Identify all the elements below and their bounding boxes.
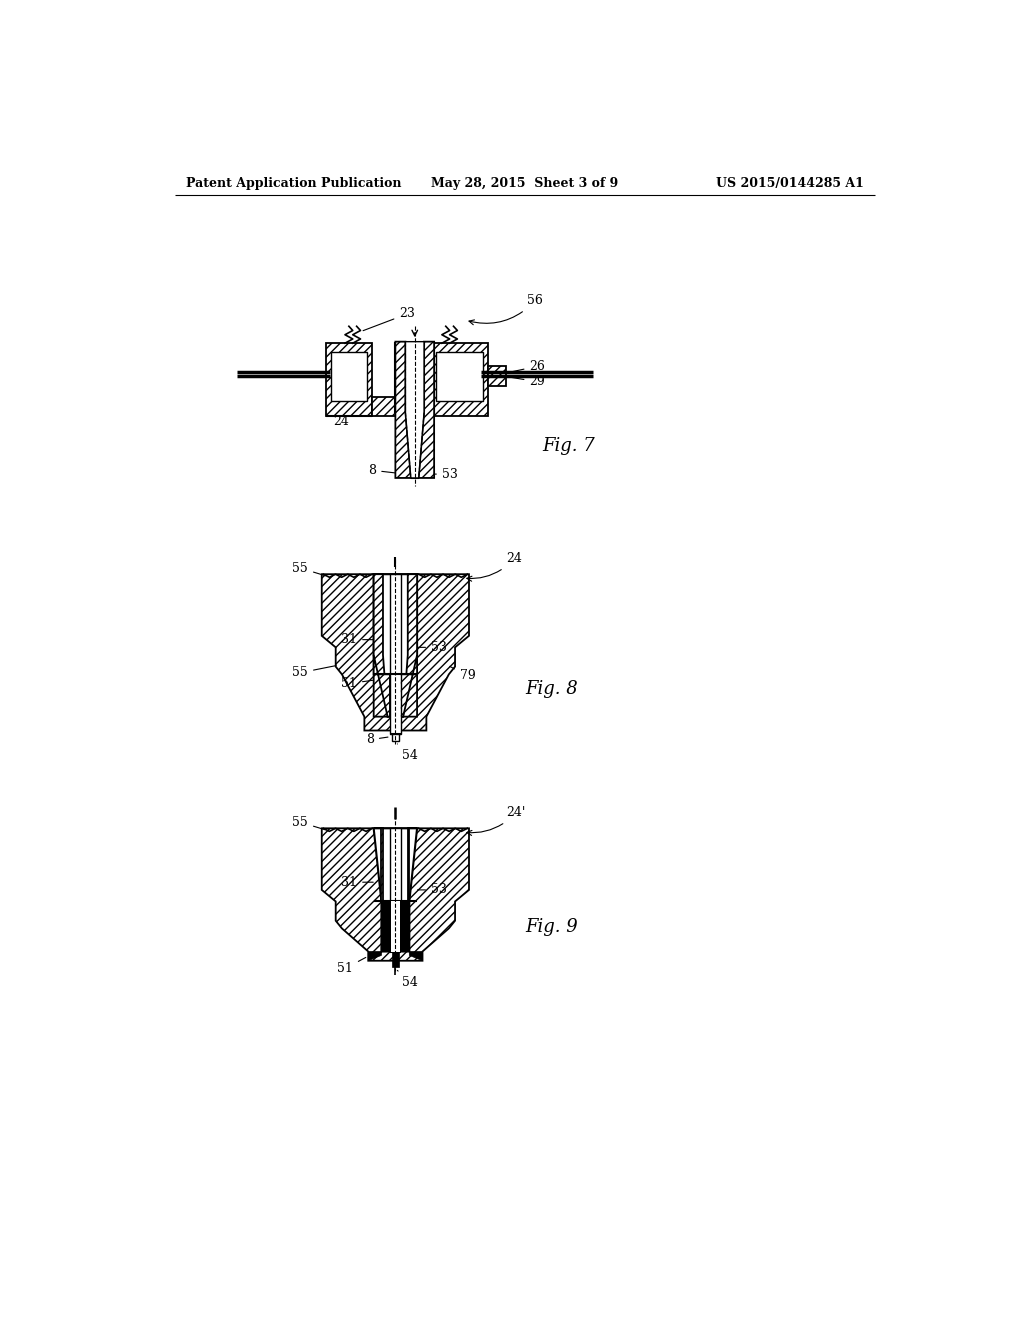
Bar (390, 574, 400, 734)
Bar (392, 734, 399, 741)
Polygon shape (395, 342, 411, 478)
Polygon shape (374, 829, 417, 952)
Text: 55: 55 (292, 816, 326, 830)
Bar (435, 352, 483, 401)
Polygon shape (374, 829, 383, 902)
Text: 54: 54 (397, 970, 418, 989)
Text: 23: 23 (364, 308, 415, 331)
Text: US 2015/0144285 A1: US 2015/0144285 A1 (717, 177, 864, 190)
Text: 54: 54 (397, 744, 418, 762)
Polygon shape (322, 574, 469, 730)
Bar (391, 902, 400, 952)
Bar (430, 343, 488, 416)
Bar (372, 397, 430, 416)
Text: Fig. 9: Fig. 9 (525, 919, 579, 936)
Bar (488, 367, 506, 385)
Text: May 28, 2015  Sheet 3 of 9: May 28, 2015 Sheet 3 of 9 (431, 177, 618, 190)
Bar (488, 367, 506, 385)
Polygon shape (400, 902, 423, 961)
Text: 24: 24 (467, 552, 522, 581)
Text: 24: 24 (334, 407, 374, 428)
Bar (326, 343, 372, 416)
Text: 8: 8 (369, 463, 402, 477)
Text: 31: 31 (341, 634, 373, 647)
Bar (326, 343, 372, 416)
Text: 26: 26 (485, 360, 546, 378)
Text: 79: 79 (450, 667, 475, 682)
Text: Patent Application Publication: Patent Application Publication (186, 177, 401, 190)
Polygon shape (408, 829, 417, 902)
Text: 53: 53 (418, 640, 446, 653)
Polygon shape (374, 574, 388, 717)
Text: 29: 29 (508, 375, 545, 388)
Polygon shape (406, 342, 424, 478)
Text: 51: 51 (341, 677, 386, 690)
Text: 55: 55 (292, 665, 336, 680)
Text: 53: 53 (424, 467, 458, 480)
Bar (391, 952, 399, 966)
Text: 8: 8 (366, 733, 388, 746)
Text: 53: 53 (418, 883, 446, 896)
Bar (390, 829, 400, 902)
Polygon shape (374, 574, 417, 717)
Bar (430, 343, 488, 416)
Polygon shape (374, 655, 390, 717)
Bar (395, 397, 434, 416)
Text: 21: 21 (424, 389, 485, 403)
Text: 56: 56 (469, 294, 543, 325)
Text: Fig. 7: Fig. 7 (543, 437, 595, 455)
Text: 24': 24' (467, 807, 525, 836)
Polygon shape (419, 342, 434, 478)
Polygon shape (403, 574, 417, 717)
Text: 51: 51 (337, 957, 366, 975)
Text: 55: 55 (292, 561, 326, 576)
Bar (331, 352, 367, 401)
Bar (372, 397, 430, 416)
Polygon shape (369, 902, 390, 961)
Polygon shape (400, 655, 417, 717)
Text: 31: 31 (341, 875, 373, 888)
Polygon shape (322, 829, 469, 961)
Text: Fig. 8: Fig. 8 (525, 680, 579, 697)
